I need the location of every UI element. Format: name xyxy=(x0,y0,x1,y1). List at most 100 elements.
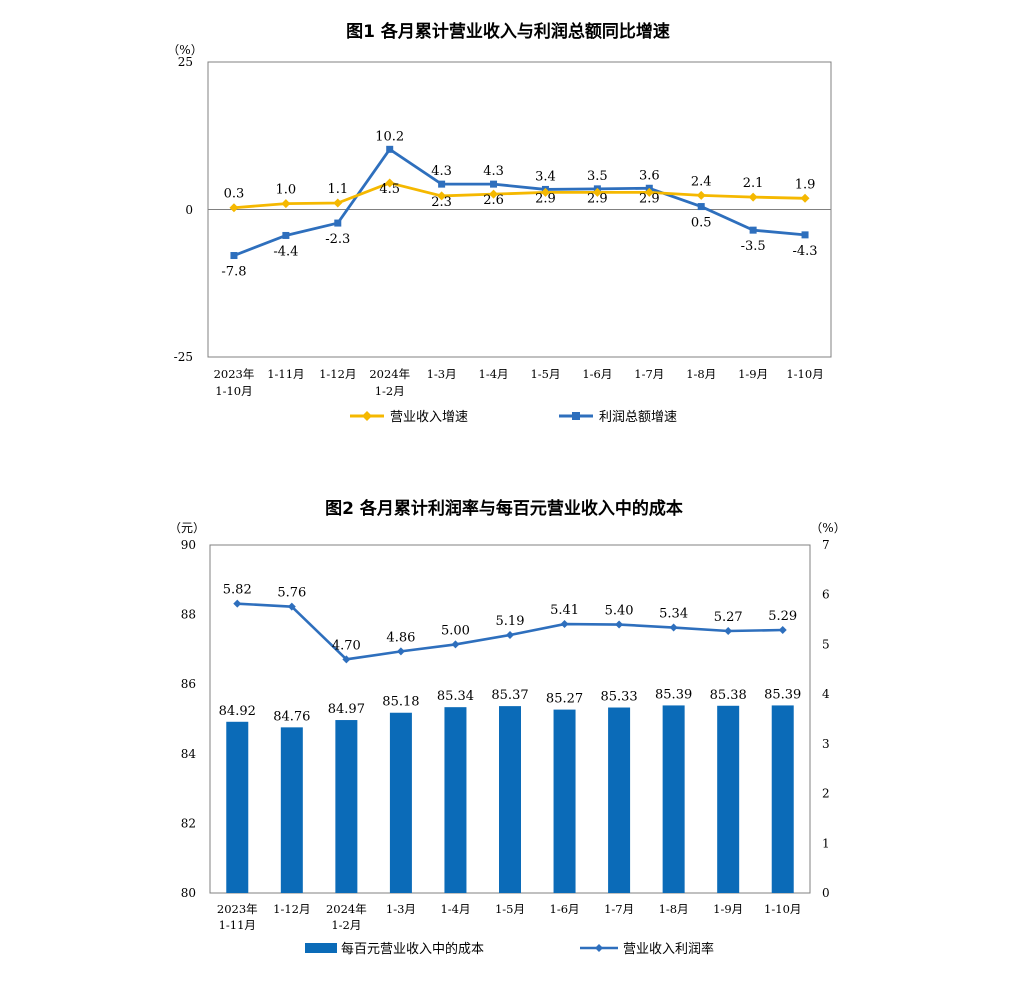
cost-bar xyxy=(608,707,631,893)
revenue-growth-label: 0.3 xyxy=(224,187,245,202)
chart1-ytick-top: 25 xyxy=(178,55,193,69)
revenue-growth-label: 2.9 xyxy=(535,191,556,206)
chart2-x-axis-labels: 2023年 1-11月 1-12月 2024年 1-2月 1-3月 1-4月 1-5月 1-6月… xyxy=(217,902,802,932)
chart1-ytick-bottom: -25 xyxy=(174,350,193,364)
cost-bar-label: 85.39 xyxy=(655,687,692,702)
revenue-growth-label: 2.4 xyxy=(691,174,712,189)
margin-label: 5.29 xyxy=(768,609,797,624)
profit-growth-point xyxy=(438,180,446,188)
margin-point xyxy=(233,599,242,608)
chart2-ytick-right: 5 xyxy=(822,637,830,651)
chart1-x-label-line2: 1-10月 xyxy=(215,384,252,398)
chart2-x-label: 1-5月 xyxy=(495,902,525,916)
legend-profit-label: 利润总额增速 xyxy=(599,410,677,425)
chart2-x-label: 1-10月 xyxy=(764,902,801,916)
cost-bar-label: 85.18 xyxy=(382,695,419,710)
chart2-ytick-right: 6 xyxy=(822,588,830,602)
chart2-ytick-right: 2 xyxy=(822,787,830,801)
legend-cost-swatch xyxy=(305,943,337,953)
chart2-y-unit-right: （%） xyxy=(810,521,845,535)
chart2-x-label: 1-4月 xyxy=(440,902,470,916)
chart2-ytick-left: 84 xyxy=(181,747,197,761)
margin-point xyxy=(342,655,351,664)
chart1-x-label-line2: 1-2月 xyxy=(375,384,405,398)
cost-bar xyxy=(444,707,467,893)
margin-label: 5.00 xyxy=(441,623,470,638)
margin-label: 4.86 xyxy=(386,630,415,645)
profit-growth-point xyxy=(697,203,705,211)
chart2: 图2 各月累计利润率与每百元营业收入中的成本 （元） （%） 90 88 86 84 8… xyxy=(169,498,846,957)
revenue-growth-point xyxy=(281,199,291,209)
chart2-y-ticks: 90 88 86 84 82 80 7 6 5 4 3 2 1 0 xyxy=(181,538,830,900)
margin-label: 5.19 xyxy=(496,614,525,629)
revenue-growth-point xyxy=(696,190,706,200)
chart2-x-label-line2: 1-11月 xyxy=(219,918,256,932)
revenue-growth-point xyxy=(644,187,654,197)
profit-growth-label: -2.3 xyxy=(325,232,350,247)
profit-growth-point xyxy=(386,145,394,153)
chart1-x-label: 1-6月 xyxy=(582,367,612,381)
legend-revenue-marker xyxy=(362,411,372,421)
chart2-x-label-line2: 1-2月 xyxy=(331,918,361,932)
profit-growth-label: 0.5 xyxy=(691,216,712,231)
revenue-growth-point xyxy=(540,187,550,197)
cost-bar xyxy=(553,709,576,893)
chart1-x-label: 1-3月 xyxy=(427,367,457,381)
legend-margin-label: 营业收入利润率 xyxy=(623,941,714,957)
margin-point xyxy=(560,620,569,629)
cost-bar xyxy=(280,727,303,893)
cost-bar xyxy=(771,705,794,893)
margin-point xyxy=(778,626,787,635)
chart1-x-label: 1-7月 xyxy=(634,367,664,381)
chart2-ytick-left: 88 xyxy=(181,608,196,622)
cost-bar-label: 84.92 xyxy=(219,704,256,719)
revenue-growth-label: 2.6 xyxy=(483,193,504,208)
legend-revenue-label: 营业收入增速 xyxy=(390,410,468,425)
chart1-y-unit: （%） xyxy=(167,43,202,57)
revenue-growth-point xyxy=(748,192,758,202)
profit-growth-label: 4.3 xyxy=(483,164,504,179)
cost-bar xyxy=(717,705,740,893)
profit-growth-point xyxy=(334,219,342,227)
chart2-title: 图2 各月累计利润率与每百元营业收入中的成本 xyxy=(325,498,683,519)
margin-point xyxy=(451,640,460,649)
chart2-ytick-left: 90 xyxy=(181,538,196,552)
chart2-legend: 每百元营业收入中的成本 营业收入利润率 xyxy=(305,941,714,957)
chart2-x-label: 1-6月 xyxy=(550,902,580,916)
cost-bar-label: 85.39 xyxy=(764,687,801,702)
cost-bar xyxy=(335,720,358,893)
chart1-x-label: 1-4月 xyxy=(479,367,509,381)
chart1-series: -7.8 -4.4 -2.3 10.2 4.3 4.3 3.4 3.5 3.6 0.5 -3.5 -4… xyxy=(221,129,817,279)
chart2-line-series: 5.82 5.76 4.70 4.86 5.00 5.19 5.41 5.40 5.34 5.27… xyxy=(223,583,797,664)
chart1: 图1 各月累计营业收入与利润总额同比增速 （%） 25 0 -25 2023年 1… xyxy=(167,21,832,425)
cost-bar-label: 84.97 xyxy=(328,702,365,717)
chart2-x-label: 2024年 xyxy=(326,902,367,916)
profit-growth-point xyxy=(749,226,757,234)
profit-growth-label: -4.4 xyxy=(273,244,298,259)
chart2-y-unit-left: （元） xyxy=(169,521,205,535)
revenue-growth-label: 2.9 xyxy=(639,191,660,206)
revenue-growth-label: 2.1 xyxy=(743,176,764,191)
chart1-legend: 营业收入增速 利润总额增速 xyxy=(350,410,677,425)
chart2-x-label: 1-9月 xyxy=(713,902,743,916)
profit-growth-label: 3.6 xyxy=(639,168,660,183)
profit-growth-line xyxy=(233,147,806,257)
cost-bar-label: 85.33 xyxy=(600,690,637,705)
profit-growth-label: -4.3 xyxy=(793,244,818,259)
legend-margin-marker xyxy=(595,944,603,952)
profit-growth-point xyxy=(230,252,238,260)
revenue-growth-label: 1.1 xyxy=(327,182,348,197)
cost-bar-label: 85.38 xyxy=(710,688,747,703)
revenue-growth-point xyxy=(800,193,810,203)
cost-bar xyxy=(389,712,412,893)
legend-cost-label: 每百元营业收入中的成本 xyxy=(341,941,484,957)
chart1-x-label: 1-12月 xyxy=(319,367,356,381)
chart2-x-label: 1-12月 xyxy=(273,902,310,916)
revenue-growth-label: 1.9 xyxy=(795,177,816,192)
cost-bar-label: 85.27 xyxy=(546,692,583,707)
margin-label: 5.82 xyxy=(223,583,252,598)
chart2-ytick-right: 1 xyxy=(822,836,830,850)
profit-growth-point xyxy=(801,231,809,239)
profit-growth-label: -3.5 xyxy=(741,239,766,254)
